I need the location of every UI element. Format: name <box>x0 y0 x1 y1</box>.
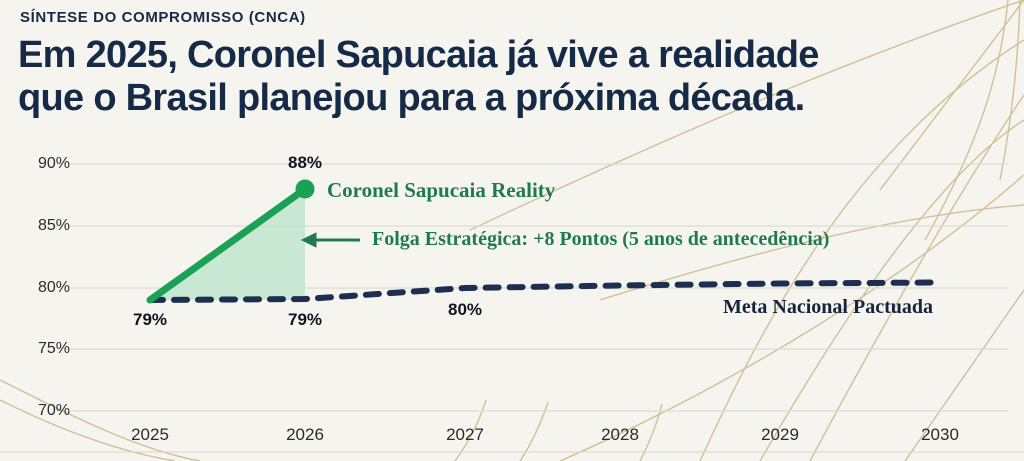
chart-canvas <box>70 163 1008 412</box>
x-tick-2030: 2030 <box>921 425 959 444</box>
x-tick-2025: 2025 <box>131 425 169 444</box>
coronel-sapucaia-endpoint-marker <box>295 179 315 199</box>
x-tick-2027: 2027 <box>446 425 484 444</box>
gap-annotation-label: Folga Estratégica: +8 Pontos (5 anos de … <box>372 228 830 250</box>
data-label-2026-79: 79% <box>287 310 323 329</box>
series-label-meta-nacional: Meta Nacional Pactuada <box>723 296 933 318</box>
x-tick-2026: 2026 <box>286 425 324 444</box>
y-tick-75: 75% <box>37 340 70 357</box>
page-title-line1: Em 2025, Coronel Sapucaia já vive a real… <box>18 34 819 76</box>
gap-annotation-arrow <box>300 232 360 248</box>
x-tick-2028: 2028 <box>601 425 639 444</box>
data-label-2025-79: 79% <box>132 310 168 329</box>
series-label-coronel-sapucaia: Coronel Sapucaia Reality <box>327 178 556 202</box>
y-tick-70: 70% <box>37 402 70 419</box>
meta-nacional-dashed-line <box>147 279 943 303</box>
y-tick-80: 80% <box>37 279 70 296</box>
x-tick-2029: 2029 <box>761 425 799 444</box>
data-label-2026-88: 88% <box>287 153 323 172</box>
coronel-sapucaia-line <box>146 185 309 304</box>
y-tick-85: 85% <box>37 217 70 234</box>
data-label-2027-80: 80% <box>447 300 483 319</box>
y-tick-90: 90% <box>37 155 70 172</box>
chart-plot-area: 90% 85% 80% 75% 70% 2025 2026 2027 2028 … <box>0 140 1024 461</box>
page-title: Em 2025, Coronel Sapucaia já vive a real… <box>18 34 978 120</box>
page-title-line2: que o Brasil planejou para a próxima déc… <box>18 77 805 119</box>
eyebrow-label: SÍNTESE DO COMPROMISSO (CNCA) <box>20 9 306 26</box>
